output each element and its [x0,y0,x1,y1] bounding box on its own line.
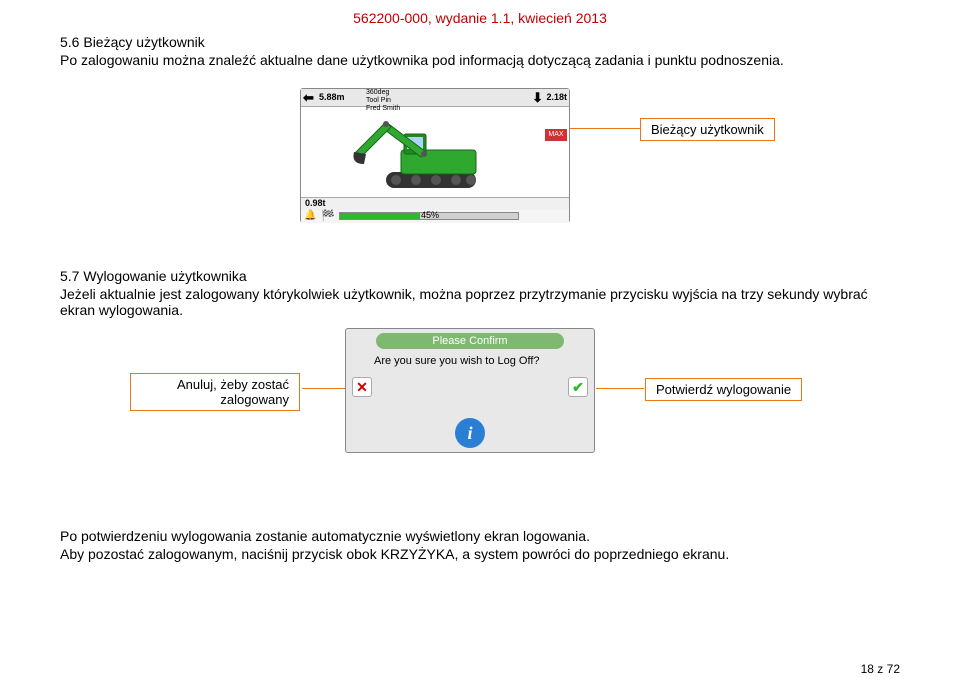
distance-value: 5.88m [319,92,345,102]
dialog-title: Please Confirm [376,333,564,349]
left-arrow-icon: ⬅ [303,90,314,106]
screen-top-bar: ⬅ 5.88m 360deg Tool Pin Fred Smith ⬇ 2.1… [301,89,569,107]
device-screen-1: ⬅ 5.88m 360deg Tool Pin Fred Smith ⬇ 2.1… [300,88,570,223]
section-5-6-text: Po zalogowaniu można znaleźć aktualne da… [60,52,900,68]
bell-icon: 🔔 [304,210,316,221]
figure-logout-dialog: Anuluj, żeby zostać zalogowany Please Co… [0,328,960,478]
callout-current-user: Bieżący użytkownik [640,118,775,141]
confirm-button[interactable]: ✔ [568,377,588,397]
progress-pct: 45% [421,210,439,220]
footer-text-2: Aby pozostać zalogowanym, naciśnij przyc… [60,546,900,562]
section-5-6-title: 5.6 Bieżący użytkownik [60,34,960,50]
max-badge: MAX [545,129,567,141]
callout-line-1 [570,128,640,129]
section-5-7-title: 5.7 Wylogowanie użytkownika [60,268,960,284]
cancel-button[interactable]: ✕ [352,377,372,397]
screen-main: MAX [301,107,569,197]
callout-confirm: Potwierdź wylogowanie [645,378,802,401]
load-value: 2.18t [546,92,567,102]
down-arrow-icon: ⬇ [532,90,543,106]
figure-current-user: ⬅ 5.88m 360deg Tool Pin Fred Smith ⬇ 2.1… [0,88,960,228]
flag-icon: 🏁 [321,209,335,222]
page-number: 18 z 72 [861,662,900,676]
doc-header: 562200-000, wydanie 1.1, kwiecień 2013 [0,0,960,26]
dialog-message: Are you sure you wish to Log Off? [346,349,594,374]
callout-cancel: Anuluj, żeby zostać zalogowany [130,373,300,411]
callout-line-left [302,388,350,389]
info-icon: i [455,418,485,448]
confirm-dialog: Please Confirm Are you sure you wish to … [345,328,595,453]
screen-bottom: 0.98t 🔔 🏁 45% [301,197,569,224]
section-5-7-text: Jeżeli aktualnie jest zalogowany któryko… [60,286,900,318]
excavator-icon [346,112,506,192]
tons-value: 0.98t [305,198,326,208]
footer-text-1: Po potwierdzeniu wylogowania zostanie au… [60,528,900,544]
callout-line-right [596,388,644,389]
